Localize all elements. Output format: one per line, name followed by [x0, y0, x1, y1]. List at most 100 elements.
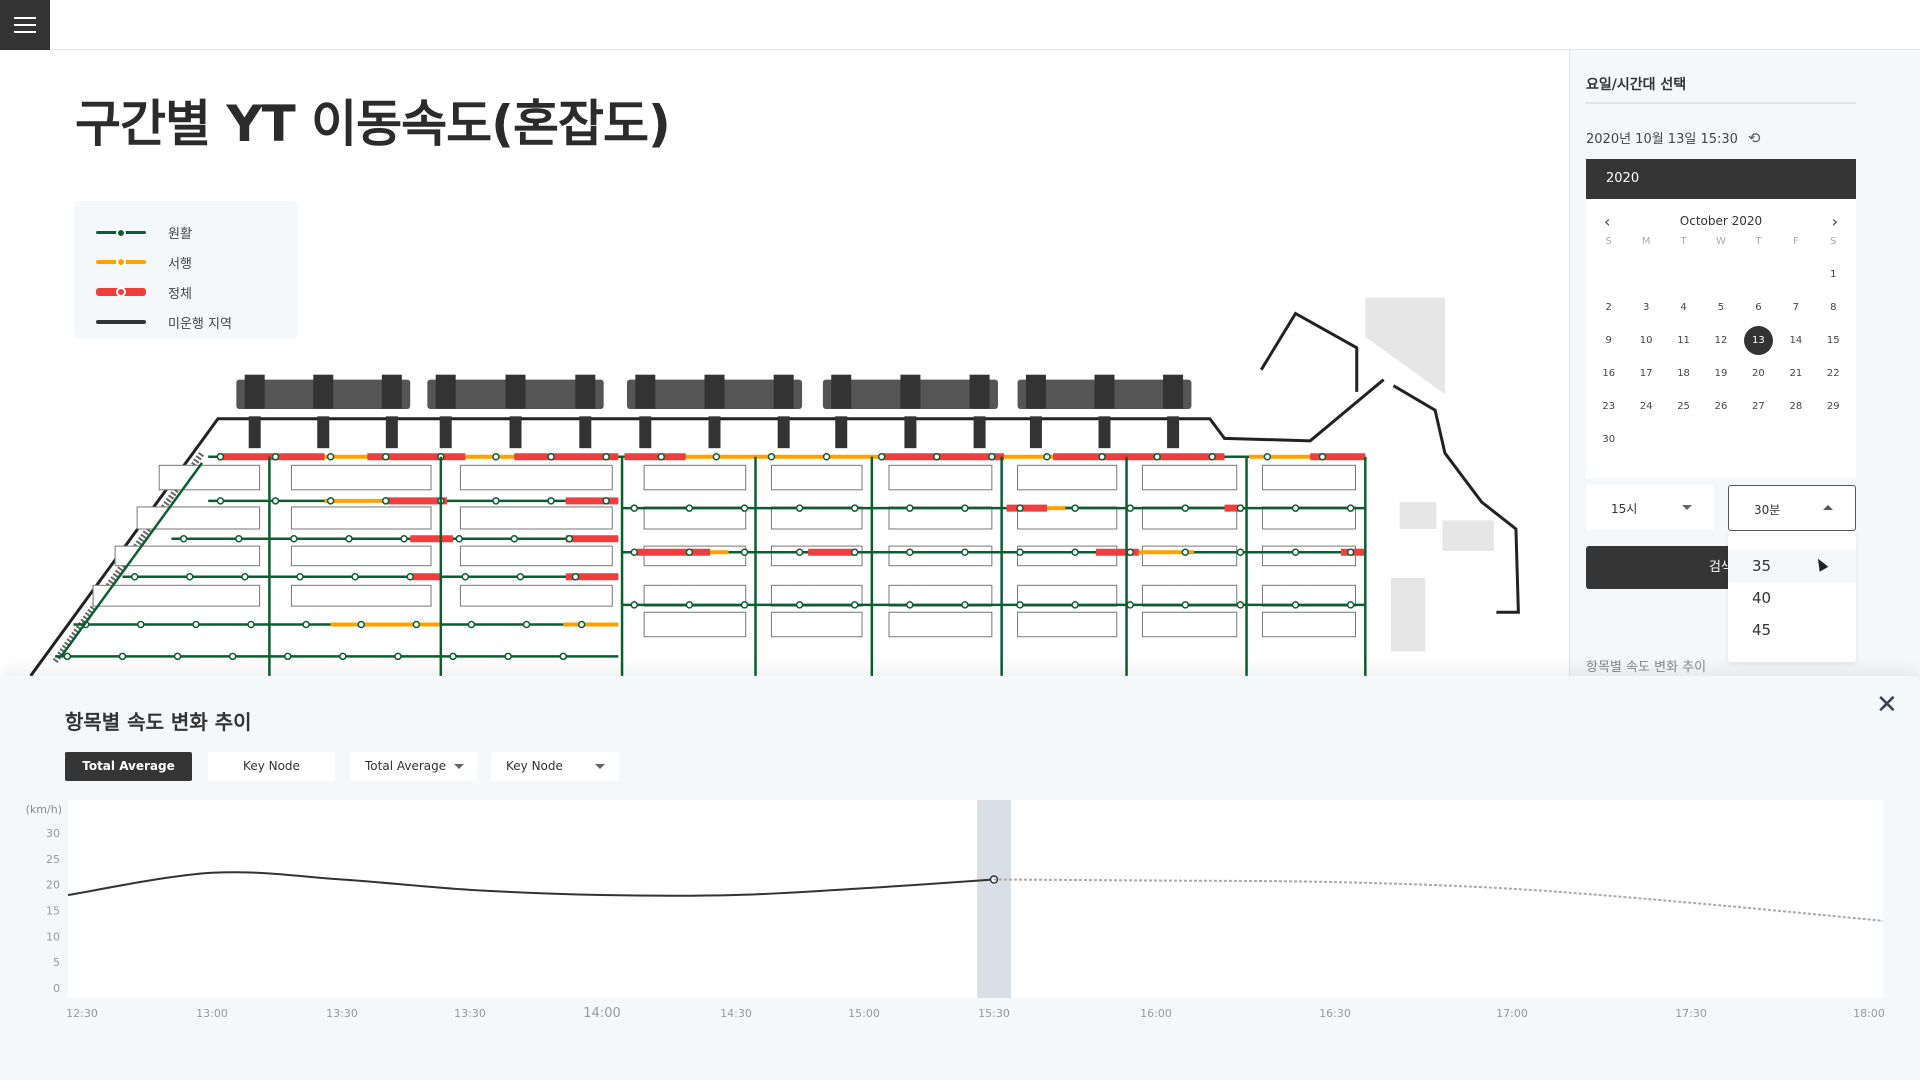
y-tick-label: 5: [53, 956, 60, 969]
calendar-day[interactable]: 17: [1627, 357, 1664, 390]
calendar-day[interactable]: 27: [1740, 390, 1777, 423]
yard-block: [1017, 464, 1118, 491]
calendar-day[interactable]: 16: [1590, 357, 1627, 390]
minute-option[interactable]: 35: [1728, 550, 1856, 582]
refresh-icon[interactable]: ⟲: [1747, 128, 1761, 147]
calendar-empty: [1740, 258, 1777, 291]
calendar-day[interactable]: 20: [1740, 357, 1777, 390]
yard-block: [136, 506, 261, 530]
road-node: [357, 620, 365, 629]
mouse-cursor-icon: [1813, 556, 1829, 572]
yard-block: [770, 506, 863, 530]
road-node: [1181, 548, 1190, 556]
crane: [635, 374, 656, 409]
calendar-day[interactable]: 9: [1590, 324, 1627, 357]
hamburger-icon[interactable]: [0, 0, 50, 50]
yard-block: [643, 584, 747, 607]
calendar-day[interactable]: 30: [1590, 423, 1627, 456]
calendar-day[interactable]: 25: [1665, 390, 1702, 423]
key-node-dropdown[interactable]: Key Node: [491, 752, 619, 781]
right-panel: 요일/시간대 선택 2020년 10월 13일 15:30 ⟲ 2020 ‹ Oc…: [1569, 50, 1920, 680]
option-label: 35: [1752, 557, 1772, 575]
chevron-left-icon[interactable]: ‹: [1604, 212, 1611, 231]
calendar-day[interactable]: 2: [1590, 291, 1627, 324]
port-yard-map: [29, 297, 1520, 677]
day-number: 7: [1792, 302, 1800, 313]
road-node: [547, 497, 555, 505]
calendar-day[interactable]: 7: [1777, 291, 1814, 324]
calendar-year: 2020: [1586, 159, 1856, 199]
calendar-day[interactable]: 12: [1702, 324, 1739, 357]
calendar-day[interactable]: 13: [1740, 324, 1777, 357]
calendar-day[interactable]: 11: [1665, 324, 1702, 357]
road-node: [1016, 601, 1024, 609]
road-node: [602, 497, 610, 505]
day-number: 5: [1717, 302, 1725, 313]
calendar-empty: [1777, 258, 1814, 291]
key-node-button[interactable]: Key Node: [208, 752, 335, 781]
day-number: 15: [1826, 335, 1840, 346]
land-area: [1365, 297, 1445, 395]
road-node: [577, 620, 586, 629]
calendar-day[interactable]: 10: [1627, 324, 1664, 357]
yard-block: [290, 506, 432, 530]
crane: [1025, 374, 1046, 409]
x-tick-label: 13:30: [454, 1007, 486, 1020]
yard-block: [1261, 506, 1357, 530]
calendar-day[interactable]: 29: [1815, 390, 1852, 423]
x-tick-label: 13:30: [326, 1007, 358, 1020]
hour-select[interactable]: 15시: [1586, 485, 1714, 530]
minute-option[interactable]: 40: [1752, 589, 1772, 607]
yard-block: [643, 464, 747, 491]
calendar-day[interactable]: 15: [1815, 324, 1852, 357]
calendar-day[interactable]: 5: [1702, 291, 1739, 324]
crane-leg: [777, 416, 790, 449]
crane: [505, 374, 526, 409]
calendar-day[interactable]: 8: [1815, 291, 1852, 324]
speed-trend-chart: (km/h) 30 25 20 15 10 5 0 12:30 13:00 13:30 13:30 14…: [26, 800, 1885, 1021]
yard-block: [1141, 611, 1238, 638]
y-tick-label: 30: [46, 827, 60, 840]
yard-block: [459, 545, 613, 567]
road-node: [1346, 548, 1355, 556]
close-icon[interactable]: ✕: [1876, 690, 1898, 720]
calendar-day[interactable]: 26: [1702, 390, 1739, 423]
calendar-day[interactable]: 4: [1665, 291, 1702, 324]
calendar-day[interactable]: 19: [1702, 357, 1739, 390]
calendar-month: October 2020: [1679, 214, 1763, 228]
calendar-day[interactable]: 24: [1627, 390, 1664, 423]
quay-line: [29, 378, 1385, 677]
road-node: [510, 535, 519, 543]
road-node: [559, 652, 568, 661]
road-node: [822, 452, 831, 461]
calendar-day[interactable]: 28: [1777, 390, 1814, 423]
day-number: 24: [1639, 401, 1653, 412]
road-node: [492, 452, 500, 461]
calendar-day[interactable]: 1: [1815, 258, 1852, 291]
minute-option[interactable]: 45: [1752, 621, 1772, 639]
weekday-label: S: [1605, 236, 1612, 247]
road-node: [351, 572, 359, 581]
calendar-day[interactable]: 23: [1590, 390, 1627, 423]
x-tick-label: 15:00: [848, 1007, 880, 1020]
calendar-day[interactable]: 3: [1627, 291, 1664, 324]
total-average-dropdown[interactable]: Total Average: [350, 752, 478, 781]
road-node: [228, 652, 237, 661]
calendar-day[interactable]: 6: [1740, 291, 1777, 324]
calendar-day[interactable]: 22: [1815, 357, 1852, 390]
calendar-day[interactable]: 14: [1777, 324, 1814, 357]
minute-select[interactable]: 30분: [1728, 485, 1856, 531]
calendar-day[interactable]: 18: [1665, 357, 1702, 390]
total-average-button[interactable]: Total Average: [65, 752, 192, 781]
x-tick-label: 17:30: [1675, 1007, 1707, 1020]
weekday-label: T: [1680, 236, 1687, 247]
calendar-day[interactable]: 21: [1777, 357, 1814, 390]
chevron-right-icon[interactable]: ›: [1831, 212, 1838, 231]
road-node: [326, 497, 335, 505]
yard-block: [290, 464, 432, 491]
yard-block: [888, 464, 993, 491]
legend-label: 미운행 지역: [168, 316, 232, 332]
road-node: [685, 504, 694, 512]
day-number: 13: [1743, 326, 1773, 355]
road-node: [192, 620, 200, 629]
